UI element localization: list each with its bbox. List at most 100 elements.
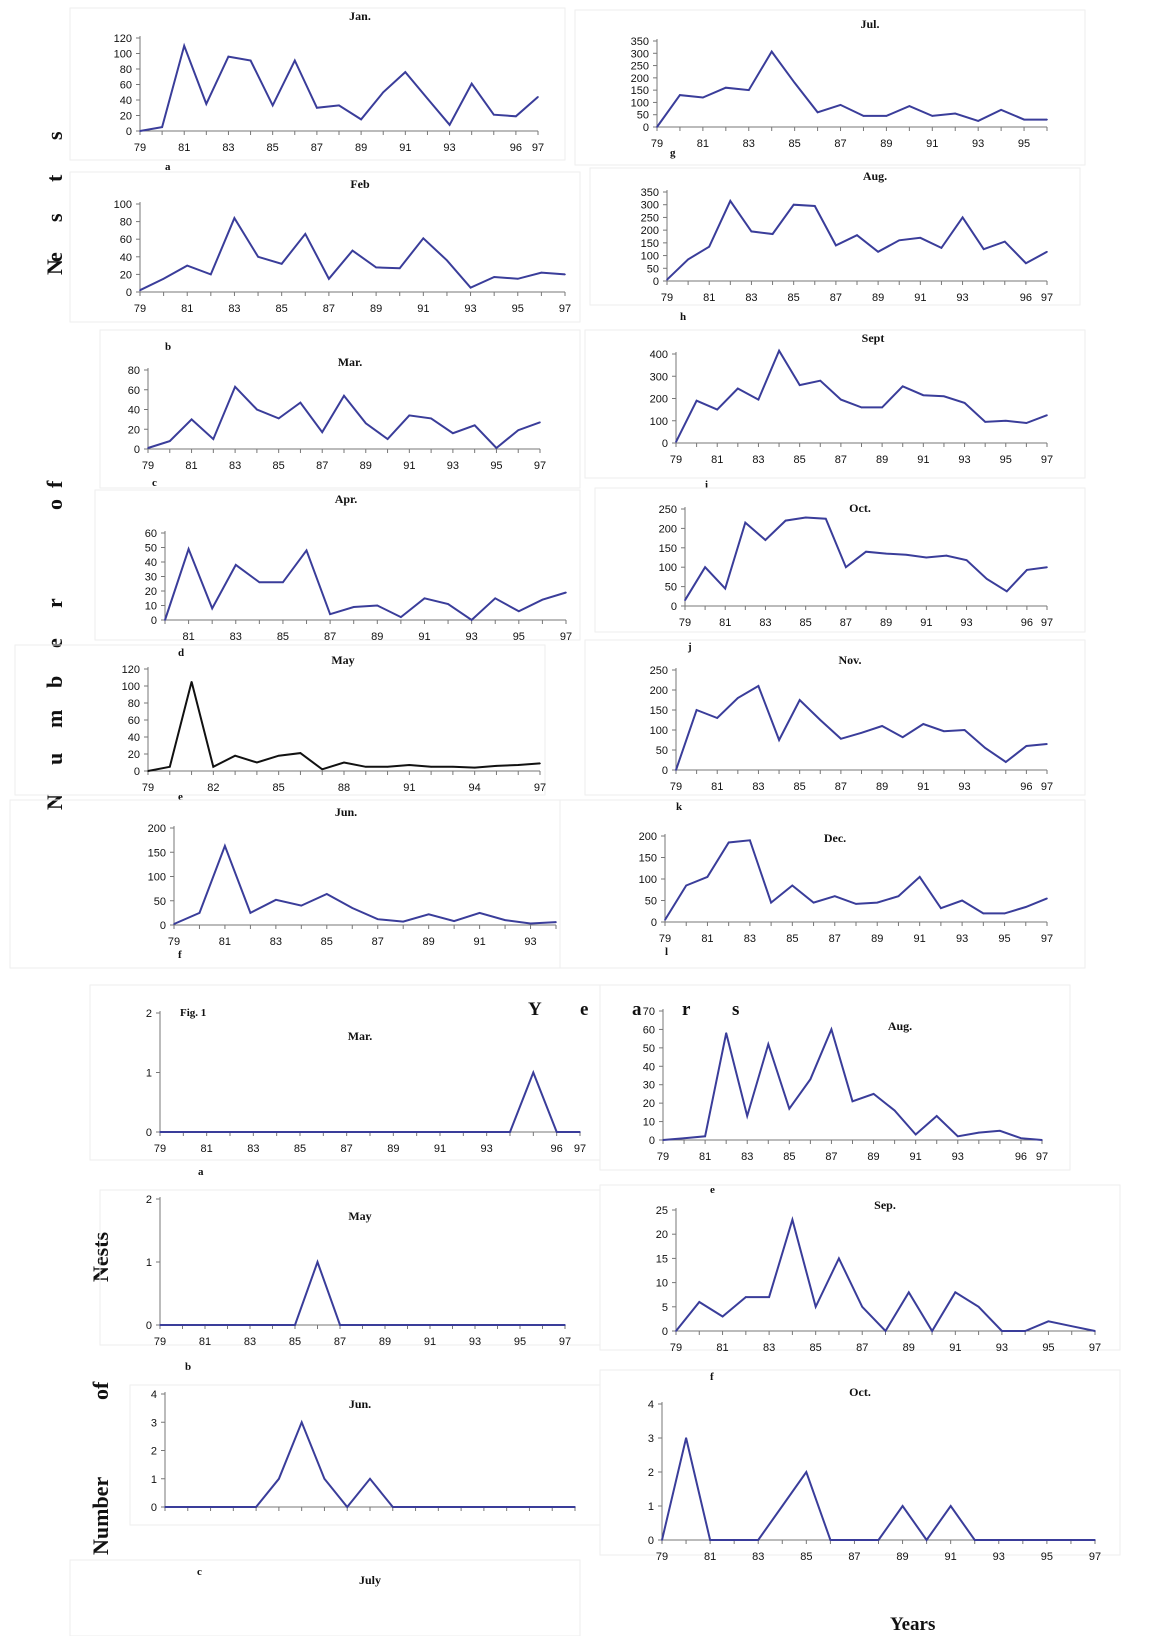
fig1-may-panel-label: e (178, 791, 183, 803)
fig1-y-axis-label: s t s e N f o r e b m u N (42, 131, 67, 810)
fig1-nov-y-tick-label: 150 (650, 705, 668, 717)
fig1-may-x-tick-label: 94 (469, 782, 481, 794)
fig2-may-point (226, 1324, 229, 1326)
fig1-jul-point (908, 105, 911, 107)
fig1-sept-series-line (675, 348, 1048, 443)
fig1-may-point (212, 766, 215, 768)
fig1-mar-x-tick-label: 95 (490, 460, 502, 472)
fig1-nov-y-tick-label: 100 (650, 725, 668, 737)
fig2-oct-frame (599, 1369, 1121, 1556)
fig2-jun-y-tick-label: 0 (151, 1502, 157, 1514)
fig1-dec-point (834, 895, 836, 897)
fig1-nov-point (860, 732, 863, 734)
fig2-aug-y-tick-label: 30 (643, 1080, 655, 1092)
fig2-oct-point (781, 1505, 784, 1507)
fig2-may-y-tick-label: 1 (146, 1257, 152, 1269)
fig2-may-point (204, 1324, 206, 1326)
fig1-feb-point (186, 264, 188, 267)
fig2-sep-point (768, 1296, 770, 1298)
fig2-oct-point (925, 1539, 928, 1541)
fig1-mar-x-tick-label: 83 (229, 460, 241, 472)
fig1-jun-point (504, 919, 506, 921)
fig1-aug-y-tick-label: 350 (641, 187, 659, 199)
fig2-may-x-tick-label: 81 (199, 1336, 211, 1348)
fig1-jan-y-tick-label: 100 (114, 49, 132, 61)
fig2-mar-y-tick-label: 2 (146, 1008, 152, 1020)
fig2-aug-point (830, 1028, 833, 1031)
fig1-feb-point (162, 278, 165, 280)
fig2-jun-point (209, 1506, 212, 1508)
fig1-feb-x-tick-label: 95 (512, 303, 524, 315)
fig2-mar-point (322, 1131, 325, 1133)
fig1-aug-series-line (666, 198, 1048, 281)
fig1-sept-point (840, 398, 842, 401)
fig1-jul-x-tick-label: 89 (880, 138, 892, 150)
fig1-jun-point (326, 893, 328, 895)
fig1-mar-point (473, 424, 476, 427)
fig1-aug-frame (589, 167, 1081, 306)
fig2-aug-x-tick-label: 81 (699, 1151, 711, 1163)
fig2-oct-x-tick-label: 87 (848, 1551, 860, 1563)
fig2-aug-panel-label: e (710, 1184, 715, 1196)
fig1-apr-point (376, 604, 379, 607)
fig1-jan-point (338, 104, 340, 107)
fig2-sep-point (931, 1330, 933, 1332)
fig1-sept-x-tick-label: 81 (711, 454, 723, 466)
fig1-nov-point (675, 769, 677, 771)
fig2-oct-point (901, 1505, 904, 1507)
fig2-sep-point (745, 1296, 747, 1298)
fig2-jun-y-tick-label: 3 (151, 1417, 157, 1429)
fig1-may-frame (14, 644, 546, 796)
fig2-may-point (271, 1324, 274, 1326)
fig2-oct-series-line (661, 1437, 1095, 1542)
fig2-aug-point (1020, 1137, 1022, 1139)
fig2-aug-y-tick-label: 10 (643, 1117, 655, 1129)
fig1-jan-y-tick-label: 60 (120, 80, 132, 92)
fig2-jun-point (323, 1478, 326, 1480)
fig1-jul-series-line (656, 49, 1047, 128)
fig1-jan-y-tick-label: 20 (120, 111, 132, 123)
fig2-jun-point (574, 1506, 576, 1508)
fig2-may-series-line (160, 1259, 565, 1326)
fig1-sept-point (943, 395, 945, 398)
fig2-sep-point (884, 1330, 887, 1332)
fig1-jan-x-tick-label: 85 (267, 142, 279, 154)
fig2-july-panel: July (69, 1559, 581, 1636)
fig2-oct-point (829, 1539, 832, 1541)
fig2-sep-y-tick-label: 15 (656, 1253, 668, 1265)
fig2-may-point (474, 1324, 476, 1326)
fig1-nov-x-tick-label: 96 (1020, 781, 1032, 793)
fig2-sep-x-tick-label: 95 (1042, 1342, 1054, 1354)
fig1-jun-x-tick-label: 81 (219, 936, 231, 948)
fig2-aug-frame (599, 984, 1071, 1171)
fig1-jul-y-tick-label: 100 (631, 97, 649, 109)
fig2-mar-point (415, 1131, 418, 1133)
fig1-sept-x-tick-label: 83 (752, 454, 764, 466)
fig1-nov-series-line (675, 684, 1048, 771)
fig1-jul-y-tick-label: 250 (631, 61, 649, 73)
fig1-aug-x-tick-label: 96 (1020, 292, 1032, 304)
fig1-aug-point (792, 203, 795, 206)
fig2-mar-point (252, 1131, 255, 1133)
fig2-sep-point (814, 1306, 817, 1308)
fig1-nov-panel-label: k (676, 801, 683, 813)
fig1-nov-point (963, 729, 966, 731)
fig1-nov-x-tick-label: 79 (670, 781, 682, 793)
fig2-mar-x-tick-label: 93 (481, 1143, 493, 1155)
fig2-may-x-tick-label: 93 (469, 1336, 481, 1348)
fig2-oct-x-tick-label: 81 (704, 1551, 716, 1563)
fig1-feb-frame (69, 171, 581, 323)
fig1-feb-y-tick-label: 100 (114, 199, 132, 211)
fig2-jun-y-tick-label: 1 (151, 1474, 157, 1486)
fig2-oct-point (757, 1539, 759, 1541)
fig1-mar-point (234, 386, 236, 388)
fig2-aug-x-tick-label: 85 (783, 1151, 795, 1163)
fig1-xlabel-e: e (580, 999, 588, 1020)
fig2-sep-frame (599, 1184, 1121, 1351)
fig2-aug-panel: Aug. e 0 10 20 30 40 50 60 70 79 81 83 85 87 89 91 93 96 97 (599, 984, 1071, 1196)
fig2-oct-point (973, 1539, 976, 1541)
fig1-jan-series-line (139, 42, 539, 132)
figure-caption: Fig. 1 (180, 1007, 206, 1019)
fig1-oct-x-tick-label: 87 (840, 617, 852, 629)
fig1-jul-point (770, 50, 773, 53)
